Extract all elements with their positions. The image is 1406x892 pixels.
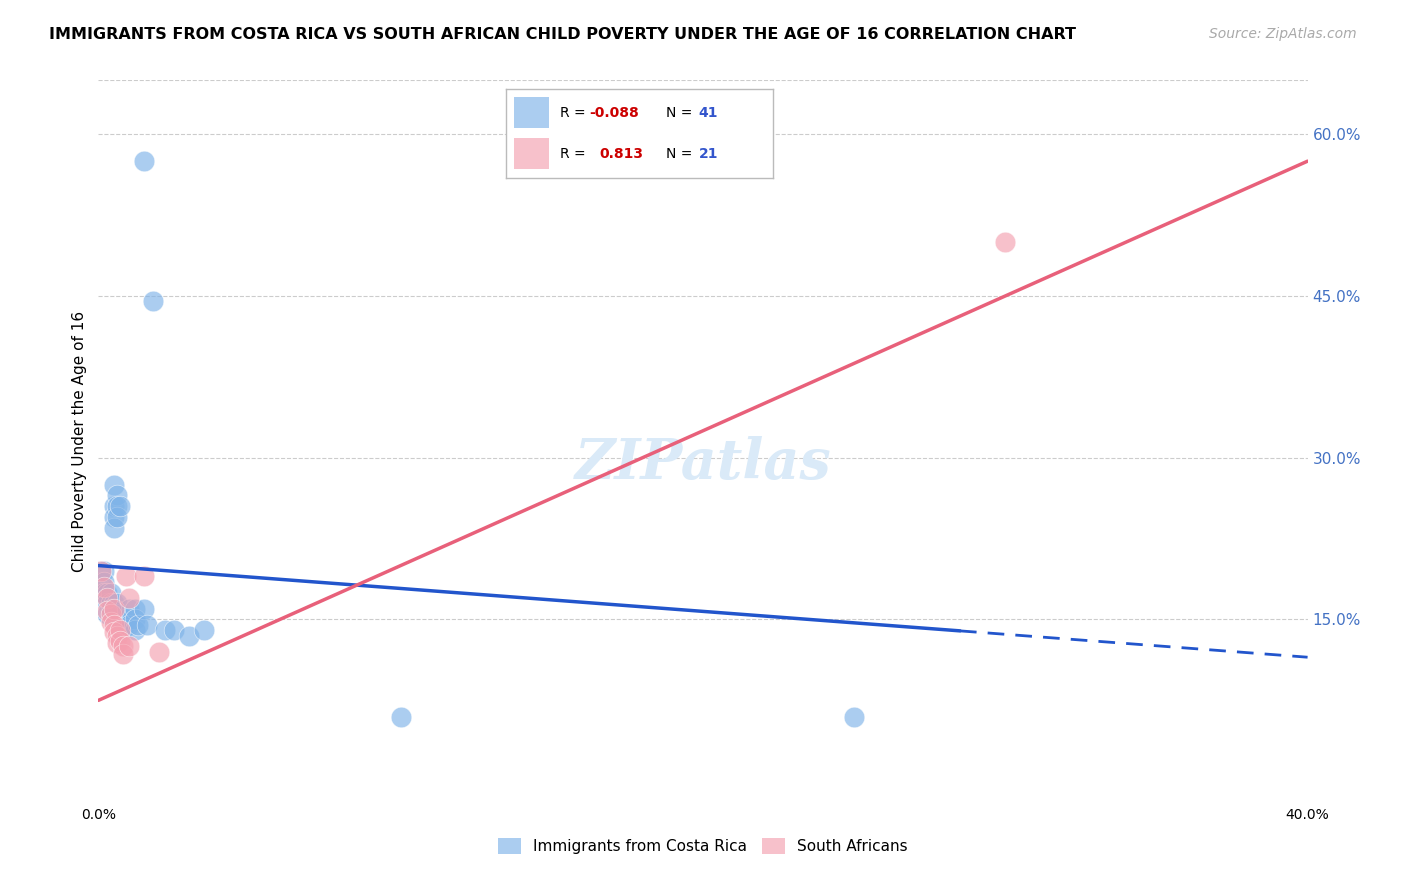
Point [132, 601, 155, 615]
Text: -0.088: -0.088 [589, 106, 638, 120]
Text: 0.813: 0.813 [599, 147, 644, 161]
Point [90, 574, 112, 589]
Point [111, 640, 134, 654]
Text: Source: ZipAtlas.com: Source: ZipAtlas.com [1209, 27, 1357, 41]
Point [389, 709, 412, 723]
Point [96, 596, 118, 610]
Point [96, 607, 118, 621]
Point [103, 510, 125, 524]
Bar [515, 97, 548, 128]
Point [96, 585, 118, 599]
Point [135, 618, 157, 632]
Point [108, 624, 131, 638]
Point [93, 574, 115, 589]
Point [108, 634, 131, 648]
Point [124, 612, 146, 626]
Point [114, 612, 136, 626]
Point [103, 596, 125, 610]
Text: N =: N = [666, 106, 697, 120]
Legend: Immigrants from Costa Rica, South Africans: Immigrants from Costa Rica, South Africa… [492, 832, 914, 860]
Point [100, 615, 122, 629]
Point [142, 294, 165, 309]
Point [103, 500, 125, 514]
Point [90, 564, 112, 578]
Point [118, 640, 141, 654]
Text: R =: R = [560, 147, 593, 161]
Point [163, 624, 186, 638]
Point [105, 636, 128, 650]
Point [124, 601, 146, 615]
Point [132, 569, 155, 583]
Point [105, 510, 128, 524]
Point [111, 618, 134, 632]
Point [103, 618, 125, 632]
Point [148, 645, 170, 659]
Point [994, 235, 1017, 249]
Point [93, 580, 115, 594]
Text: N =: N = [666, 147, 697, 161]
Point [114, 569, 136, 583]
Y-axis label: Child Poverty Under the Age of 16: Child Poverty Under the Age of 16 [72, 311, 87, 572]
Bar [515, 138, 548, 169]
Point [105, 596, 128, 610]
Point [105, 488, 128, 502]
Point [193, 624, 215, 638]
Point [100, 601, 122, 615]
Point [118, 591, 141, 605]
Text: ZIPatlas: ZIPatlas [575, 435, 831, 491]
Point [153, 624, 176, 638]
Text: IMMIGRANTS FROM COSTA RICA VS SOUTH AFRICAN CHILD POVERTY UNDER THE AGE OF 16 CO: IMMIGRANTS FROM COSTA RICA VS SOUTH AFRI… [49, 27, 1076, 42]
Point [93, 585, 115, 599]
Point [108, 500, 131, 514]
Point [96, 604, 118, 618]
Point [100, 585, 122, 599]
Point [90, 564, 112, 578]
Point [118, 601, 141, 615]
Point [103, 477, 125, 491]
Point [93, 564, 115, 578]
Point [179, 629, 201, 643]
Point [108, 607, 131, 621]
Point [100, 596, 122, 610]
Point [111, 624, 134, 638]
Text: R =: R = [560, 106, 589, 120]
Point [100, 607, 122, 621]
Text: 41: 41 [699, 106, 718, 120]
Point [127, 618, 149, 632]
Point [103, 521, 125, 535]
Point [103, 625, 125, 640]
Point [111, 647, 134, 661]
Point [124, 624, 146, 638]
Point [103, 601, 125, 615]
Point [118, 618, 141, 632]
Point [844, 709, 866, 723]
Point [105, 500, 128, 514]
Text: 21: 21 [699, 147, 718, 161]
Point [132, 154, 155, 169]
Point [96, 591, 118, 605]
Point [105, 629, 128, 643]
